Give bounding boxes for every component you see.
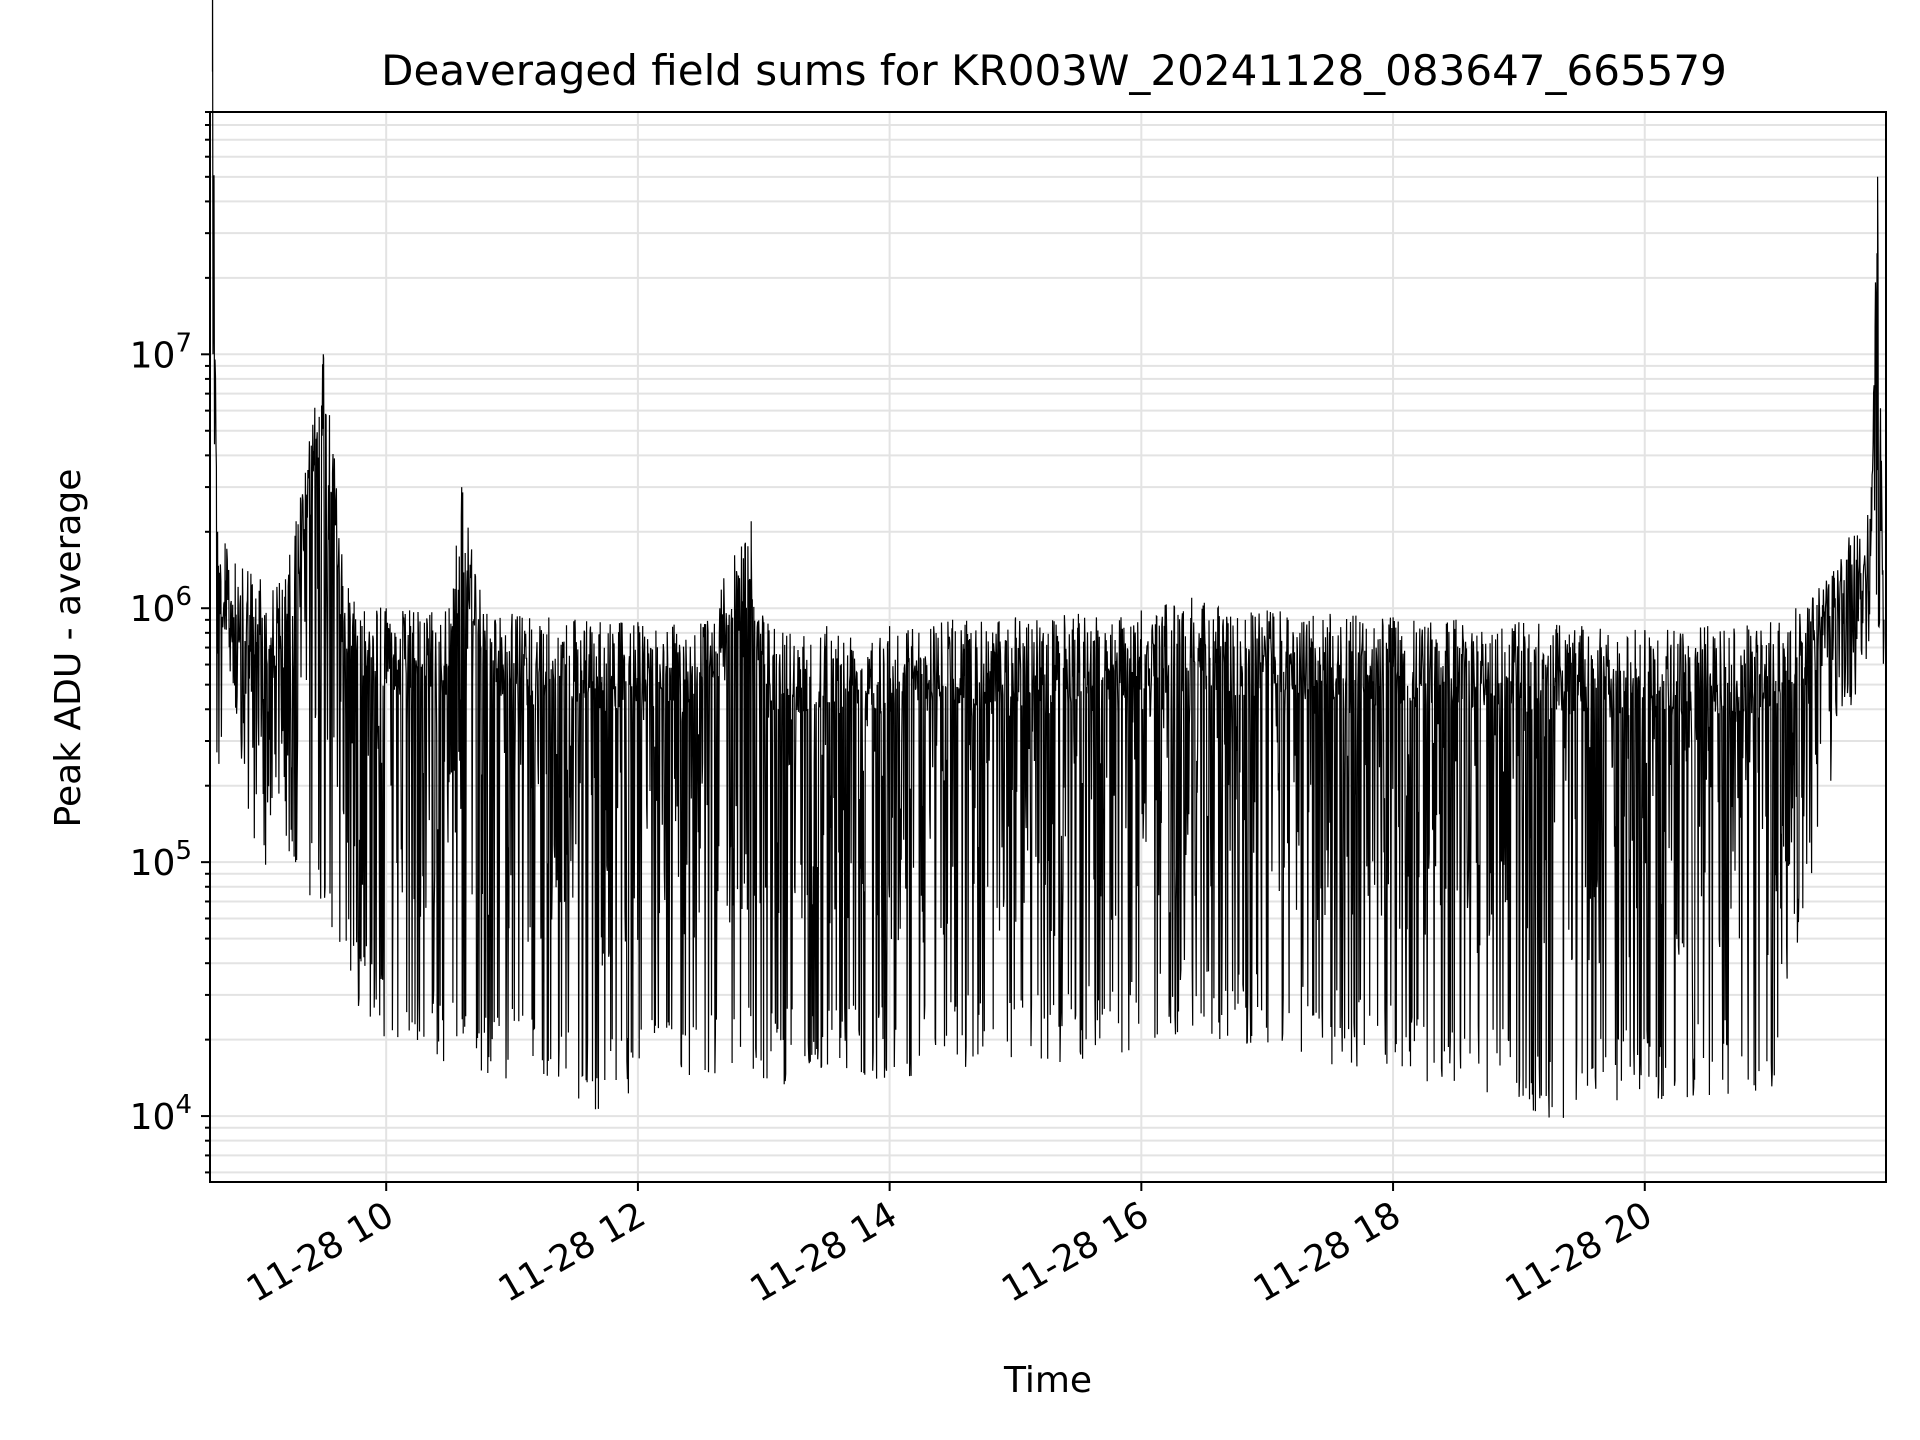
y-tick-label: 106 (130, 582, 192, 630)
y-tick-label: 105 (130, 836, 192, 884)
y-tick-label: 107 (130, 328, 192, 376)
data-line (211, 0, 1885, 1118)
chart-title: Deaveraged field sums for KR003W_2024112… (381, 46, 1727, 95)
y-axis: 104 105 106 107 (130, 111, 210, 1174)
y-tick-label: 104 (130, 1090, 192, 1138)
y-axis-label: Peak ADU - average (48, 469, 89, 828)
x-axis-label: Time (1003, 1360, 1092, 1401)
data-line-group (211, 0, 1885, 1118)
